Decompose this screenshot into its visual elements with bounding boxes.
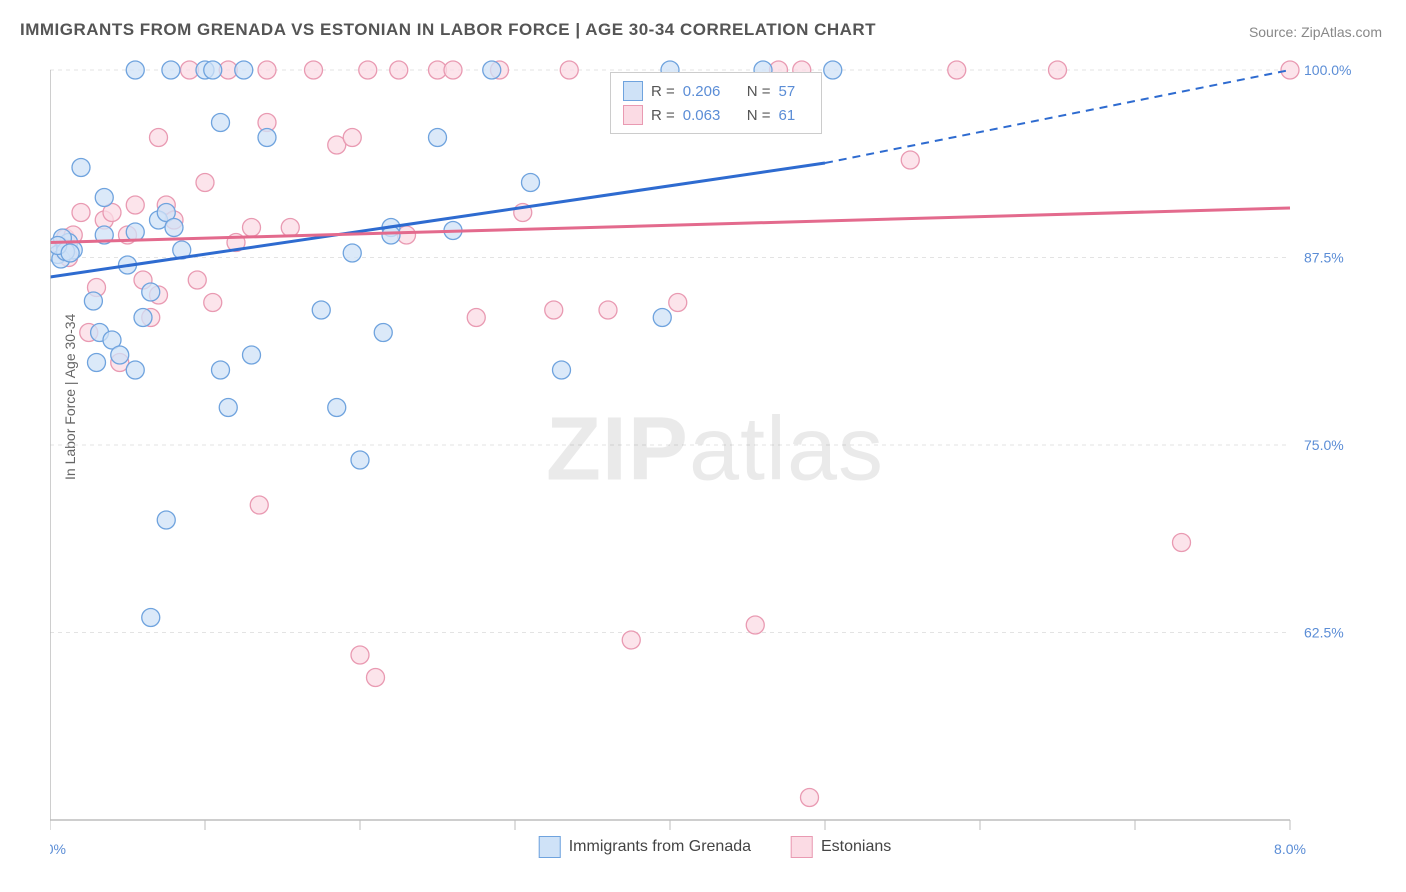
source-prefix: Source: bbox=[1249, 24, 1301, 40]
legend-n-value-grenada: 57 bbox=[779, 83, 809, 100]
correlation-legend: R = 0.206 N = 57 R = 0.063 N = 61 bbox=[610, 72, 822, 134]
legend-n-label: N = bbox=[747, 83, 771, 100]
legend-r-value-grenada: 0.206 bbox=[683, 83, 739, 100]
legend-swatch-grenada bbox=[539, 836, 561, 858]
legend-label-estonians: Estonians bbox=[821, 838, 891, 856]
svg-text:0.0%: 0.0% bbox=[50, 841, 66, 857]
legend-label-grenada: Immigrants from Grenada bbox=[569, 838, 751, 856]
legend-r-label: R = bbox=[651, 83, 675, 100]
chart-title: IMMIGRANTS FROM GRENADA VS ESTONIAN IN L… bbox=[20, 20, 876, 40]
source-link[interactable]: ZipAtlas.com bbox=[1301, 24, 1382, 40]
legend-swatch-estonians bbox=[791, 836, 813, 858]
legend-row-grenada: R = 0.206 N = 57 bbox=[623, 79, 809, 103]
chart-container: In Labor Force | Age 30-34 0.0%8.0% 62.5… bbox=[50, 60, 1380, 840]
legend-item-estonians: Estonians bbox=[791, 836, 891, 858]
svg-text:75.0%: 75.0% bbox=[1304, 437, 1344, 453]
source-attribution: Source: ZipAtlas.com bbox=[1249, 24, 1382, 40]
legend-r-label: R = bbox=[651, 107, 675, 124]
legend-swatch-estonians bbox=[623, 105, 643, 125]
svg-text:8.0%: 8.0% bbox=[1274, 841, 1306, 857]
series-legend: Immigrants from Grenada Estonians bbox=[539, 836, 892, 858]
svg-text:100.0%: 100.0% bbox=[1304, 62, 1351, 78]
svg-text:87.5%: 87.5% bbox=[1304, 250, 1344, 266]
legend-row-estonians: R = 0.063 N = 61 bbox=[623, 103, 809, 127]
legend-r-value-estonians: 0.063 bbox=[683, 107, 739, 124]
svg-text:62.5%: 62.5% bbox=[1304, 625, 1344, 641]
legend-n-value-estonians: 61 bbox=[779, 107, 809, 124]
legend-n-label: N = bbox=[747, 107, 771, 124]
legend-swatch-grenada bbox=[623, 81, 643, 101]
legend-item-grenada: Immigrants from Grenada bbox=[539, 836, 751, 858]
scatter-plot: 0.0% 8.0% 62.5% 75.0% 87.5% 100.0% bbox=[50, 60, 1380, 880]
